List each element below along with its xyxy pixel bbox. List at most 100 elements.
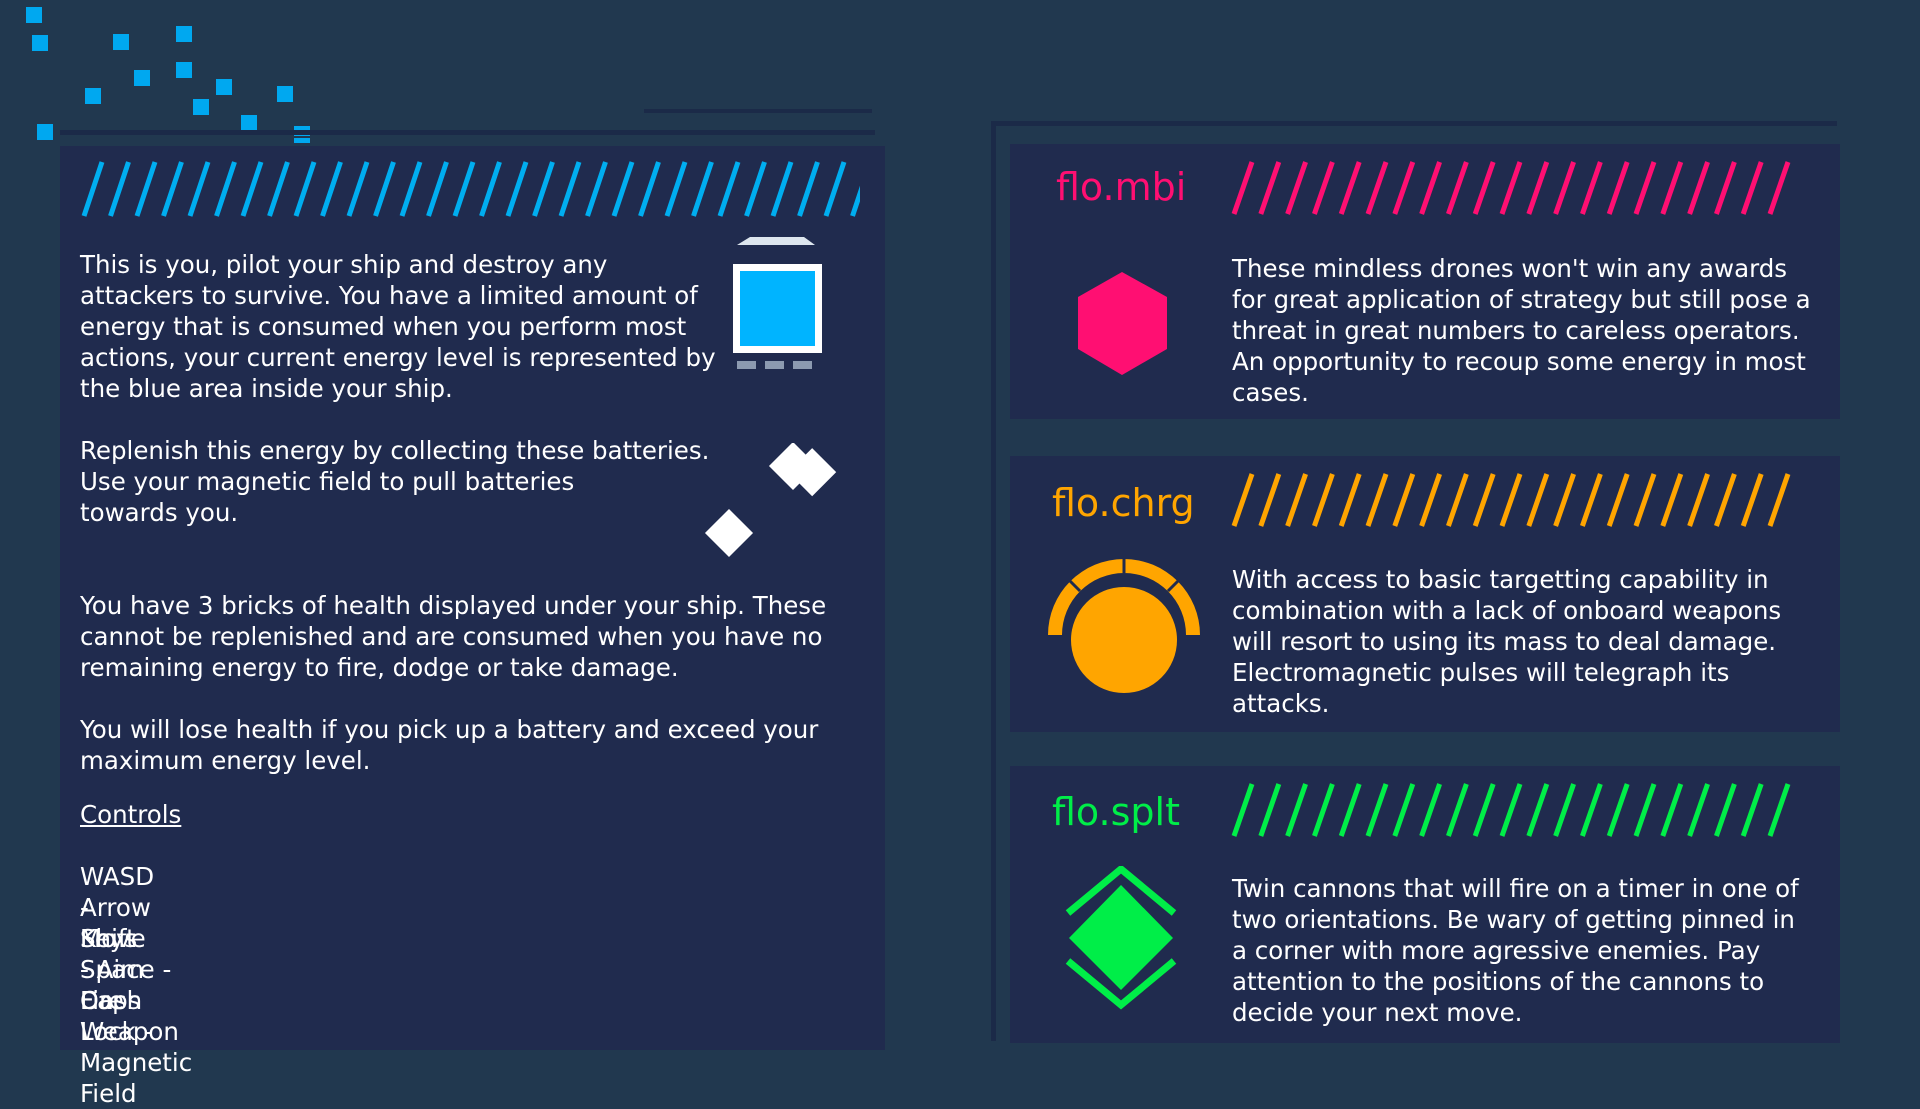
stripe xyxy=(1714,783,1737,837)
stripe xyxy=(1446,161,1469,215)
overcharge-info-text: You will lose health if you pick up a ba… xyxy=(80,715,819,775)
stripe xyxy=(1687,473,1710,527)
stripe xyxy=(240,161,264,217)
stripe xyxy=(108,161,131,217)
divider-line xyxy=(991,121,1837,126)
enemy-description: With access to basic targetting capabili… xyxy=(1232,565,1782,718)
stripe xyxy=(1499,473,1523,527)
stripe xyxy=(1258,473,1282,527)
split-cannon-drone-icon xyxy=(1065,866,1177,1010)
stripe xyxy=(267,161,290,217)
stripe xyxy=(1338,473,1362,527)
stripe xyxy=(1446,783,1469,837)
stripe xyxy=(320,161,343,217)
divider-line xyxy=(60,130,875,135)
health-info-text: You have 3 bricks of health displayed un… xyxy=(80,591,827,682)
stripe xyxy=(717,161,741,217)
stripe xyxy=(1472,783,1496,837)
stripe xyxy=(1687,161,1710,215)
enemy-name: flo.splt xyxy=(1052,790,1180,834)
game-help-screen: { "player": { "paragraph_intro": "This i… xyxy=(26,7,1840,1108)
control-item-move: WASD - Move xyxy=(80,862,155,953)
stripe xyxy=(1312,473,1335,527)
control-item-aim: Arrow Keys - Aim xyxy=(80,893,151,984)
stripe xyxy=(611,161,635,217)
stripe xyxy=(638,161,661,217)
stripe xyxy=(1767,161,1791,215)
stripe xyxy=(1740,783,1764,837)
stripe xyxy=(797,161,820,217)
stripe xyxy=(1472,161,1496,215)
stripe xyxy=(1231,473,1255,527)
stripe xyxy=(1714,161,1737,215)
header-stripes xyxy=(81,161,860,217)
stripe xyxy=(532,161,555,217)
hexagon-drone-icon xyxy=(1078,272,1167,375)
divider-line xyxy=(991,121,996,1041)
stripe xyxy=(1606,783,1630,837)
stripe xyxy=(770,161,794,217)
stripe xyxy=(1338,161,1362,215)
stripe xyxy=(823,161,847,217)
stripe xyxy=(1580,473,1603,527)
stripe xyxy=(1553,783,1576,837)
stripe xyxy=(187,161,211,217)
stripe xyxy=(1338,783,1362,837)
stripe xyxy=(293,161,317,217)
stripe xyxy=(1419,161,1442,215)
stripe xyxy=(1633,783,1657,837)
stripe xyxy=(1580,783,1603,837)
stripe xyxy=(1740,161,1764,215)
stripe xyxy=(585,161,608,217)
stripe xyxy=(664,161,688,217)
stripe xyxy=(1633,473,1657,527)
stripe xyxy=(426,161,449,217)
controls-title: Controls xyxy=(80,800,182,829)
stripe xyxy=(1312,783,1335,837)
stripe xyxy=(1258,161,1282,215)
stripe xyxy=(1365,783,1389,837)
stripe xyxy=(1392,161,1416,215)
stripe xyxy=(1767,783,1791,837)
stripe xyxy=(1714,473,1737,527)
control-item-magnet: Caps Lock - Magnetic Field xyxy=(80,986,193,1108)
stripe xyxy=(134,161,158,217)
control-item-dash: Shift - Dash xyxy=(80,924,143,1015)
stripe xyxy=(850,185,860,217)
enemy-stripes xyxy=(1231,473,1791,527)
stripe xyxy=(346,161,370,217)
enemy-card-mbi: flo.mbi These mindless drones won't win … xyxy=(1010,144,1840,419)
stripe xyxy=(1687,783,1710,837)
stripe xyxy=(505,161,529,217)
enemy-stripes xyxy=(1231,161,1791,215)
stripe xyxy=(1526,783,1550,837)
stripe xyxy=(1446,473,1469,527)
stripe xyxy=(1365,161,1389,215)
stripe xyxy=(81,161,105,217)
player-info-panel: This is you, pilot your ship and destroy… xyxy=(60,146,885,1108)
battery-icon xyxy=(704,443,837,558)
stripe xyxy=(1231,783,1255,837)
stripe xyxy=(1258,783,1282,837)
enemy-card-chrg: flo.chrg With access to basic targetting… xyxy=(1010,456,1840,732)
stripe xyxy=(1419,783,1442,837)
stripe xyxy=(1312,161,1335,215)
stripe xyxy=(452,161,476,217)
stripe xyxy=(1365,473,1389,527)
divider-line xyxy=(644,109,872,113)
player-intro-text: This is you, pilot your ship and destroy… xyxy=(80,250,716,403)
enemy-name: flo.chrg xyxy=(1052,481,1195,525)
stripe xyxy=(1392,783,1416,837)
stripe xyxy=(1767,473,1791,527)
stripe xyxy=(1660,473,1684,527)
enemy-name: flo.mbi xyxy=(1056,165,1187,209)
enemy-card-splt: flo.splt Twin cannons that will fire on … xyxy=(1010,766,1840,1043)
stripe xyxy=(161,161,184,217)
stripe xyxy=(1660,783,1684,837)
stripe xyxy=(399,161,423,217)
stripe xyxy=(1472,473,1496,527)
stripe xyxy=(1580,161,1603,215)
player-ship-icon xyxy=(733,237,822,369)
stripe xyxy=(214,161,237,217)
stripe xyxy=(1606,473,1630,527)
